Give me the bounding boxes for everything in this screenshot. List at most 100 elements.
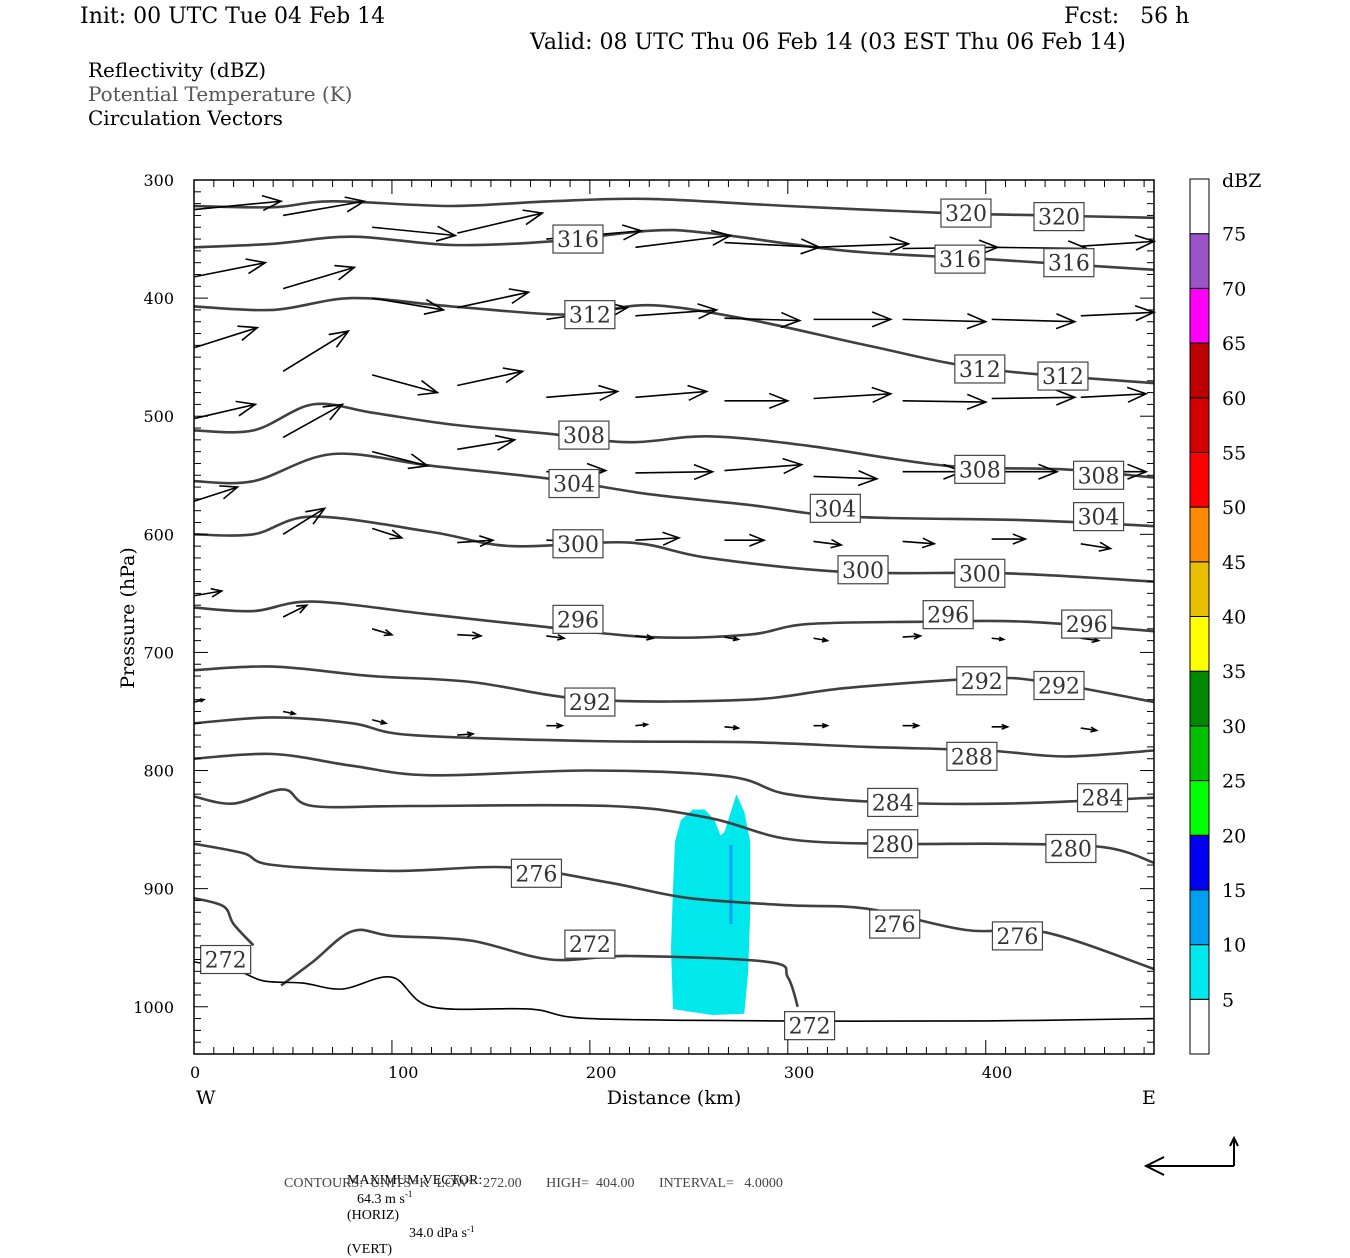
vector-arrowhead <box>1012 533 1028 545</box>
vector-arrowhead <box>687 384 709 402</box>
vector-shaft <box>193 590 222 597</box>
theta-contour-320 <box>193 197 1155 220</box>
vector-shaft <box>813 540 842 546</box>
contour-label-box <box>869 909 921 939</box>
circulation-vector <box>372 297 446 315</box>
vector-arrowhead <box>646 634 656 641</box>
circulation-vector <box>813 236 911 253</box>
circulation-vector <box>457 434 517 451</box>
colorbar-segment <box>1189 616 1210 672</box>
vector-shaft <box>457 212 543 234</box>
circulation-vector <box>902 313 988 330</box>
vector-shaft <box>371 374 438 394</box>
vector-shaft <box>193 200 282 211</box>
circulation-vector <box>546 722 565 729</box>
contour-label-text: 272 <box>789 1015 831 1040</box>
vector-shaft <box>1080 311 1155 317</box>
contour-label-304: 304 <box>548 468 600 499</box>
colorbar-segment <box>1189 998 1210 1055</box>
circulation-vector <box>724 457 804 475</box>
axis-tick-labels: 300 400 500 600 700 800 900 1000 0 100 200 300 400 <box>133 171 1012 1082</box>
contour-label-box <box>956 666 1008 696</box>
contour-label-280: 280 <box>1045 833 1097 864</box>
circulation-vector <box>282 604 309 618</box>
contour-label-box <box>940 198 992 228</box>
circulation-vector <box>724 635 741 642</box>
vector-arrowhead <box>383 628 395 637</box>
vector-shaft <box>635 390 707 399</box>
contour-label-text: 300 <box>842 559 884 584</box>
contour-label-box <box>991 921 1044 951</box>
colorbar-segment <box>1189 397 1210 453</box>
vector-shaft <box>457 291 529 309</box>
contour-label-box <box>837 555 889 585</box>
circulation-vector <box>813 538 844 549</box>
vector-arrowhead <box>732 724 741 731</box>
contour-label-box <box>783 1011 836 1041</box>
vector-arrowhead <box>556 634 567 641</box>
vector-arrowhead <box>296 604 309 614</box>
circulation-vector <box>902 632 923 640</box>
contour-label-272: 272 <box>200 944 252 975</box>
contour-label-304: 304 <box>1072 502 1125 532</box>
circulation-vector <box>813 722 830 729</box>
contour-label-text: 288 <box>951 745 993 770</box>
contour-label-320: 320 <box>940 198 992 228</box>
theta-contours <box>193 197 1155 1008</box>
contour-label-300: 300 <box>954 558 1006 588</box>
vector-shaft <box>635 234 731 249</box>
vector-arrowhead <box>1098 541 1113 552</box>
vector-arrowhead <box>237 325 260 341</box>
vector-arrowhead <box>732 635 741 642</box>
contour-label-box <box>922 600 974 630</box>
vector-arrowhead <box>1001 723 1010 730</box>
circulation-vector <box>457 535 496 548</box>
vector-arrowhead <box>245 258 268 275</box>
colorbar-level-label: 40 <box>1222 607 1246 629</box>
vector-arrowhead <box>199 698 206 703</box>
circulation-vector <box>635 384 709 402</box>
theta-contour-284 <box>193 752 1155 806</box>
colorbar-level-label: 35 <box>1222 661 1246 683</box>
contour-label-text: 272 <box>205 949 247 974</box>
colorbar-level-label: 30 <box>1222 716 1246 738</box>
vector-arrowhead <box>621 224 644 241</box>
circulation-vector <box>457 288 531 309</box>
contour-label-box <box>1033 670 1085 701</box>
contour-label-box <box>946 741 998 771</box>
circulation-vector <box>457 367 525 387</box>
contour-label-308: 308 <box>558 420 610 450</box>
contour-label-box <box>1061 609 1113 639</box>
vector-shaft <box>282 266 355 290</box>
circulation-vector <box>1080 305 1157 322</box>
theta-contour-300 <box>193 515 1155 583</box>
x-axis-west-label: W <box>196 1087 216 1109</box>
circulation-vector <box>1080 726 1099 733</box>
vector-shaft <box>282 330 349 373</box>
circulation-vector <box>193 698 206 703</box>
vector-arrowhead <box>344 196 367 213</box>
circulation-vector <box>457 631 484 640</box>
vector-arrowhead <box>261 194 284 212</box>
vector-arrowhead <box>780 311 802 329</box>
vector-shaft <box>724 636 739 641</box>
colorbar-level-label: 10 <box>1222 935 1246 957</box>
vector-shaft <box>372 226 456 237</box>
circulation-vector <box>635 463 715 481</box>
contour-label-292: 292 <box>956 666 1008 696</box>
vector-shaft <box>457 733 474 736</box>
circulation-vector <box>813 469 880 487</box>
contour-labels: 320 320 316 316 316 312 312 312 308 308 308 304 304 3… <box>200 198 1129 1041</box>
colorbar-level-label: 20 <box>1222 825 1246 847</box>
contour-label-text: 300 <box>959 562 1001 587</box>
contour-label-text: 284 <box>872 791 914 816</box>
vector-shaft <box>635 537 679 542</box>
colorbar-level-label: 50 <box>1222 497 1246 519</box>
vector-arrowhead <box>423 298 446 315</box>
vector-arrowhead <box>502 367 525 384</box>
contour-label-276: 276 <box>869 909 921 939</box>
contour-label-text: 304 <box>553 473 595 498</box>
circulation-vector <box>193 194 284 212</box>
vector-shaft <box>371 450 428 467</box>
circulation-vector <box>372 225 458 242</box>
